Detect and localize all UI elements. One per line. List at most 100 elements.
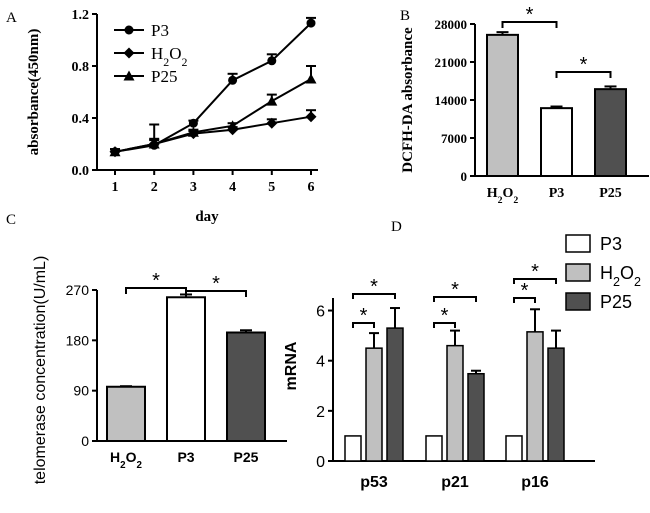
significance-bracket [433, 322, 456, 328]
y-tick-label: 14000 [435, 93, 468, 108]
data-point-P3 [267, 56, 277, 66]
legend-marker [123, 47, 135, 59]
significance-bracket [513, 297, 536, 303]
y-tick-label: 7000 [441, 131, 467, 146]
y-tick-label: 0.8 [72, 60, 90, 75]
bar-p53-P25 [386, 327, 404, 462]
x-tick-label: 5 [268, 180, 275, 195]
significance-marker: * [521, 280, 529, 302]
significance-marker: * [370, 276, 378, 298]
y-tick-label: 180 [66, 332, 90, 348]
y-axis-title: telomerase concentration(U/mL) [32, 256, 49, 485]
x-tick-label: 1 [112, 180, 119, 195]
bar-H2O2 [486, 33, 519, 177]
panel-a: A 0.0 0.4 0.8 1.2 1 2 3 4 5 6 day absorbance(450nm)… [6, 8, 318, 225]
series-line-P25 [114, 78, 312, 153]
y-tick-label: 0 [461, 169, 468, 184]
y-axis-title: absorbance(450nm) [26, 29, 42, 156]
significance-marker: * [531, 261, 539, 283]
legend-swatch-P3 [565, 234, 591, 253]
x-tick-label: p21 [441, 474, 469, 491]
bar-P25 [594, 88, 627, 177]
x-tick-label: 6 [308, 180, 315, 195]
bar-p16-P3 [505, 435, 523, 462]
panel-a-letter: A [6, 10, 17, 26]
x-tick-label: p16 [521, 474, 549, 491]
data-point-P25 [187, 126, 199, 137]
bar-P3 [540, 107, 573, 177]
significance-marker: * [360, 305, 368, 327]
x-tick-label: 3 [190, 180, 197, 195]
y-tick-label: 270 [66, 282, 90, 298]
legend-label: P25 [151, 67, 177, 86]
x-tick-label: 4 [229, 180, 236, 195]
x-tick-label: p53 [360, 474, 388, 491]
y-tick-label: 28000 [435, 17, 468, 32]
y-axis-title: mRNA [283, 341, 300, 390]
data-point-P25 [227, 120, 239, 131]
data-point-P3 [306, 18, 316, 28]
bar-p16-P25 [547, 347, 565, 462]
data-point-P3 [188, 118, 198, 128]
x-axis-title: day [195, 209, 219, 225]
bar-p53-H2O2 [365, 347, 383, 462]
panel-c: C 0 90 180 270 H2O2 P3 P25 telomerase concentra… [6, 212, 287, 484]
bar-p21-H2O2 [446, 344, 464, 462]
legend-marker [123, 70, 135, 81]
bar-p21-P3 [425, 435, 443, 462]
data-point-P25 [148, 138, 160, 149]
panel-b: B 0 7000 14000 21000 28000 H2O2 P3 P25 DCFH-DA a… [400, 4, 649, 206]
significance-bracket [352, 322, 375, 328]
significance-marker: * [212, 273, 220, 295]
significance-marker: * [580, 54, 588, 76]
y-tick-label: 4 [316, 354, 325, 371]
panel-c-letter: C [6, 212, 16, 228]
data-point-H2O2 [305, 111, 317, 123]
significance-marker: * [152, 270, 160, 292]
data-point-H2O2 [266, 117, 278, 129]
y-tick-label: 0.0 [72, 164, 90, 179]
x-tick-label: P25 [234, 449, 259, 465]
bar-p53-P3 [344, 435, 362, 462]
panel-b-letter: B [400, 8, 410, 24]
significance-marker: * [451, 279, 459, 301]
x-tick-label: P3 [177, 449, 194, 465]
significance-bracket [513, 278, 557, 284]
y-tick-label: 1.2 [72, 8, 90, 23]
bar-p21-P25 [467, 372, 485, 462]
significance-marker: * [441, 305, 449, 327]
bar-P25 [226, 331, 266, 442]
data-point-P25 [305, 73, 317, 84]
legend-swatch-P25 [565, 292, 591, 311]
y-tick-label: 21000 [435, 55, 468, 70]
data-point-P25 [266, 95, 278, 106]
legend-label: P3 [151, 21, 169, 40]
bar-p16-H2O2 [526, 331, 544, 462]
significance-bracket [555, 71, 612, 78]
x-tick-label: H2O2 [110, 449, 142, 471]
legend-label: H2O2 [600, 263, 641, 289]
series-line-P3 [114, 22, 312, 153]
panel-d-letter: D [391, 219, 402, 235]
x-tick-label: 2 [151, 180, 158, 195]
bar-H2O2 [106, 385, 146, 443]
bar-P3 [166, 296, 206, 442]
significance-bracket [501, 21, 558, 28]
legend-swatch-H2O2 [565, 263, 591, 282]
y-tick-label: 2 [316, 404, 325, 421]
significance-bracket [185, 290, 247, 297]
y-tick-label: 0 [81, 433, 89, 449]
y-tick-label: 0 [316, 454, 325, 471]
legend-marker [124, 25, 134, 35]
y-axis-title: DCFH-DA absorbance [400, 27, 416, 173]
significance-bracket [352, 293, 396, 299]
y-tick-label: 6 [316, 304, 325, 321]
x-tick-label: P25 [599, 186, 622, 201]
x-tick-label: H2O2 [487, 186, 519, 206]
significance-bracket [433, 296, 477, 302]
data-point-P25 [109, 146, 121, 157]
legend-label: H2O2 [151, 44, 188, 69]
y-tick-label: 90 [73, 383, 89, 399]
y-tick-label: 0.4 [72, 112, 90, 127]
